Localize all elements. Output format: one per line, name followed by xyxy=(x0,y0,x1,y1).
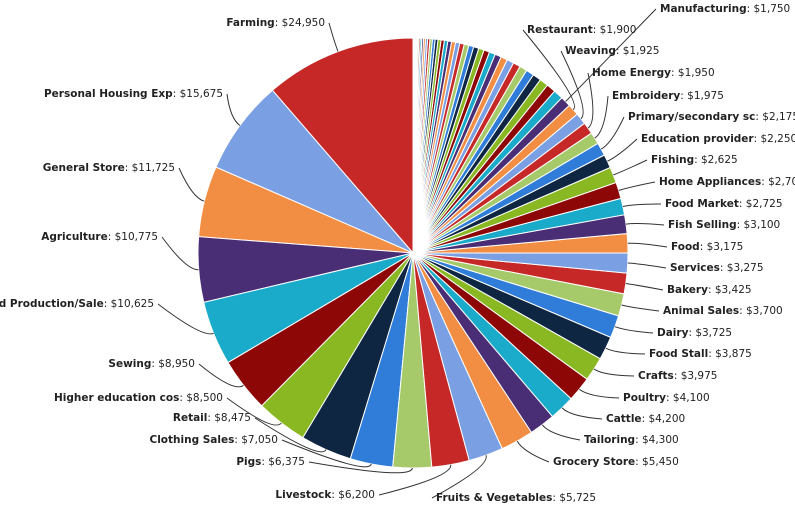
data-label-pigs: Pigs: $6,375 xyxy=(236,456,305,468)
pie-slice-farming[interactable] xyxy=(271,37,414,255)
data-label-livestock: Livestock: $6,200 xyxy=(275,489,375,501)
connector-higher-education-cos xyxy=(226,397,282,426)
connector-grocery-store xyxy=(516,440,550,463)
data-label-crafts: Crafts: $3,975 xyxy=(638,370,717,382)
data-label-agriculture: Agriculture: $10,775 xyxy=(41,231,158,243)
connector-education-provider xyxy=(607,138,638,162)
data-label-retail: Retail: $8,475 xyxy=(173,412,251,424)
data-label-poultry: Poultry: $4,100 xyxy=(623,392,710,404)
data-label-animal-sales: Animal Sales: $3,700 xyxy=(663,305,783,317)
connector-food-stall xyxy=(605,347,646,355)
connector-manufacturing xyxy=(565,8,657,102)
data-label-food: Food: $3,175 xyxy=(671,241,743,253)
data-label-fruits-vegetables: Fruits & Vegetables: $5,725 xyxy=(436,492,596,504)
data-labels: Farming: $24,950 Personal Housing Exp: $1… xyxy=(0,3,795,504)
connector-agriculture xyxy=(161,236,199,271)
data-label-education-provider: Education provider: $2,250 xyxy=(641,133,795,145)
connector-crafts xyxy=(593,368,635,377)
connector-animal-sales xyxy=(621,304,660,312)
data-label-farming: Farming: $24,950 xyxy=(226,17,325,29)
data-label-fish-selling: Fish Selling: $3,100 xyxy=(668,219,780,231)
connector-retail xyxy=(254,417,327,453)
data-label-general-store: General Store: $11,725 xyxy=(43,162,175,174)
connector-cattle xyxy=(561,407,603,420)
connector-services xyxy=(627,262,667,269)
connector-food-production-sale xyxy=(157,303,214,335)
connector-food xyxy=(627,242,668,248)
connector-embroidery xyxy=(594,95,609,139)
connector-bakery xyxy=(625,283,664,291)
connector-home-appliances xyxy=(618,181,656,191)
data-label-sewing: Sewing: $8,950 xyxy=(108,358,195,370)
data-label-embroidery: Embroidery: $1,975 xyxy=(612,90,724,102)
data-label-grocery-store: Grocery Store: $5,450 xyxy=(553,456,679,468)
data-label-fishing: Fishing: $2,625 xyxy=(651,154,738,166)
connector-sewing xyxy=(198,363,244,388)
data-label-dairy: Dairy: $3,725 xyxy=(657,327,732,339)
connector-fishing xyxy=(613,159,648,176)
connector-home-energy xyxy=(587,72,594,129)
connector-dairy xyxy=(614,326,654,334)
connector-livestock xyxy=(378,464,452,496)
data-label-food-market: Food Market: $2,725 xyxy=(665,198,783,210)
data-label-food-stall: Food Stall: $3,875 xyxy=(649,348,752,360)
data-label-tailoring: Tailoring: $4,300 xyxy=(584,434,679,446)
connector-restaurant xyxy=(522,29,575,111)
connector-tailoring xyxy=(541,424,581,441)
connector-fish-selling xyxy=(625,222,665,226)
data-label-home-energy: Home Energy: $1,950 xyxy=(592,67,715,79)
data-label-manufacturing: Manufacturing: $1,750 xyxy=(660,3,790,15)
data-label-cattle: Cattle: $4,200 xyxy=(606,413,685,425)
connector-personal-housing-exp xyxy=(226,93,241,126)
connector-fruits-vegetables xyxy=(431,455,487,499)
connector-primary-secondary-sc xyxy=(600,116,625,150)
data-label-home-appliances: Home Appliances: $2,700 xyxy=(659,176,795,188)
connector-food-market xyxy=(622,203,662,207)
connector-farming xyxy=(328,22,339,52)
data-label-restaurant: Restaurant: $1,900 xyxy=(527,24,636,36)
data-label-weaving: Weaving: $1,925 xyxy=(565,45,659,57)
data-label-services: Services: $3,275 xyxy=(670,262,764,274)
connector-general-store xyxy=(178,167,205,202)
data-label-clothing-sales: Clothing Sales: $7,050 xyxy=(149,434,278,446)
connector-clothing-sales xyxy=(281,439,372,468)
data-label-bakery: Bakery: $3,425 xyxy=(667,284,752,296)
connector-poultry xyxy=(579,388,620,399)
data-label-primary-secondary-sc: Primary/secondary sc: $2,175 xyxy=(628,111,795,123)
pie-slices xyxy=(197,37,629,469)
label-connectors xyxy=(157,8,668,499)
connector-pigs xyxy=(308,461,413,474)
data-label-food-production-sale: Food Production/Sale: $10,625 xyxy=(0,298,154,310)
data-label-personal-housing-exp: Personal Housing Exp: $15,675 xyxy=(44,88,223,100)
connector-weaving xyxy=(560,50,584,120)
data-label-higher-education-cos: Higher education cos: $8,500 xyxy=(54,392,223,404)
